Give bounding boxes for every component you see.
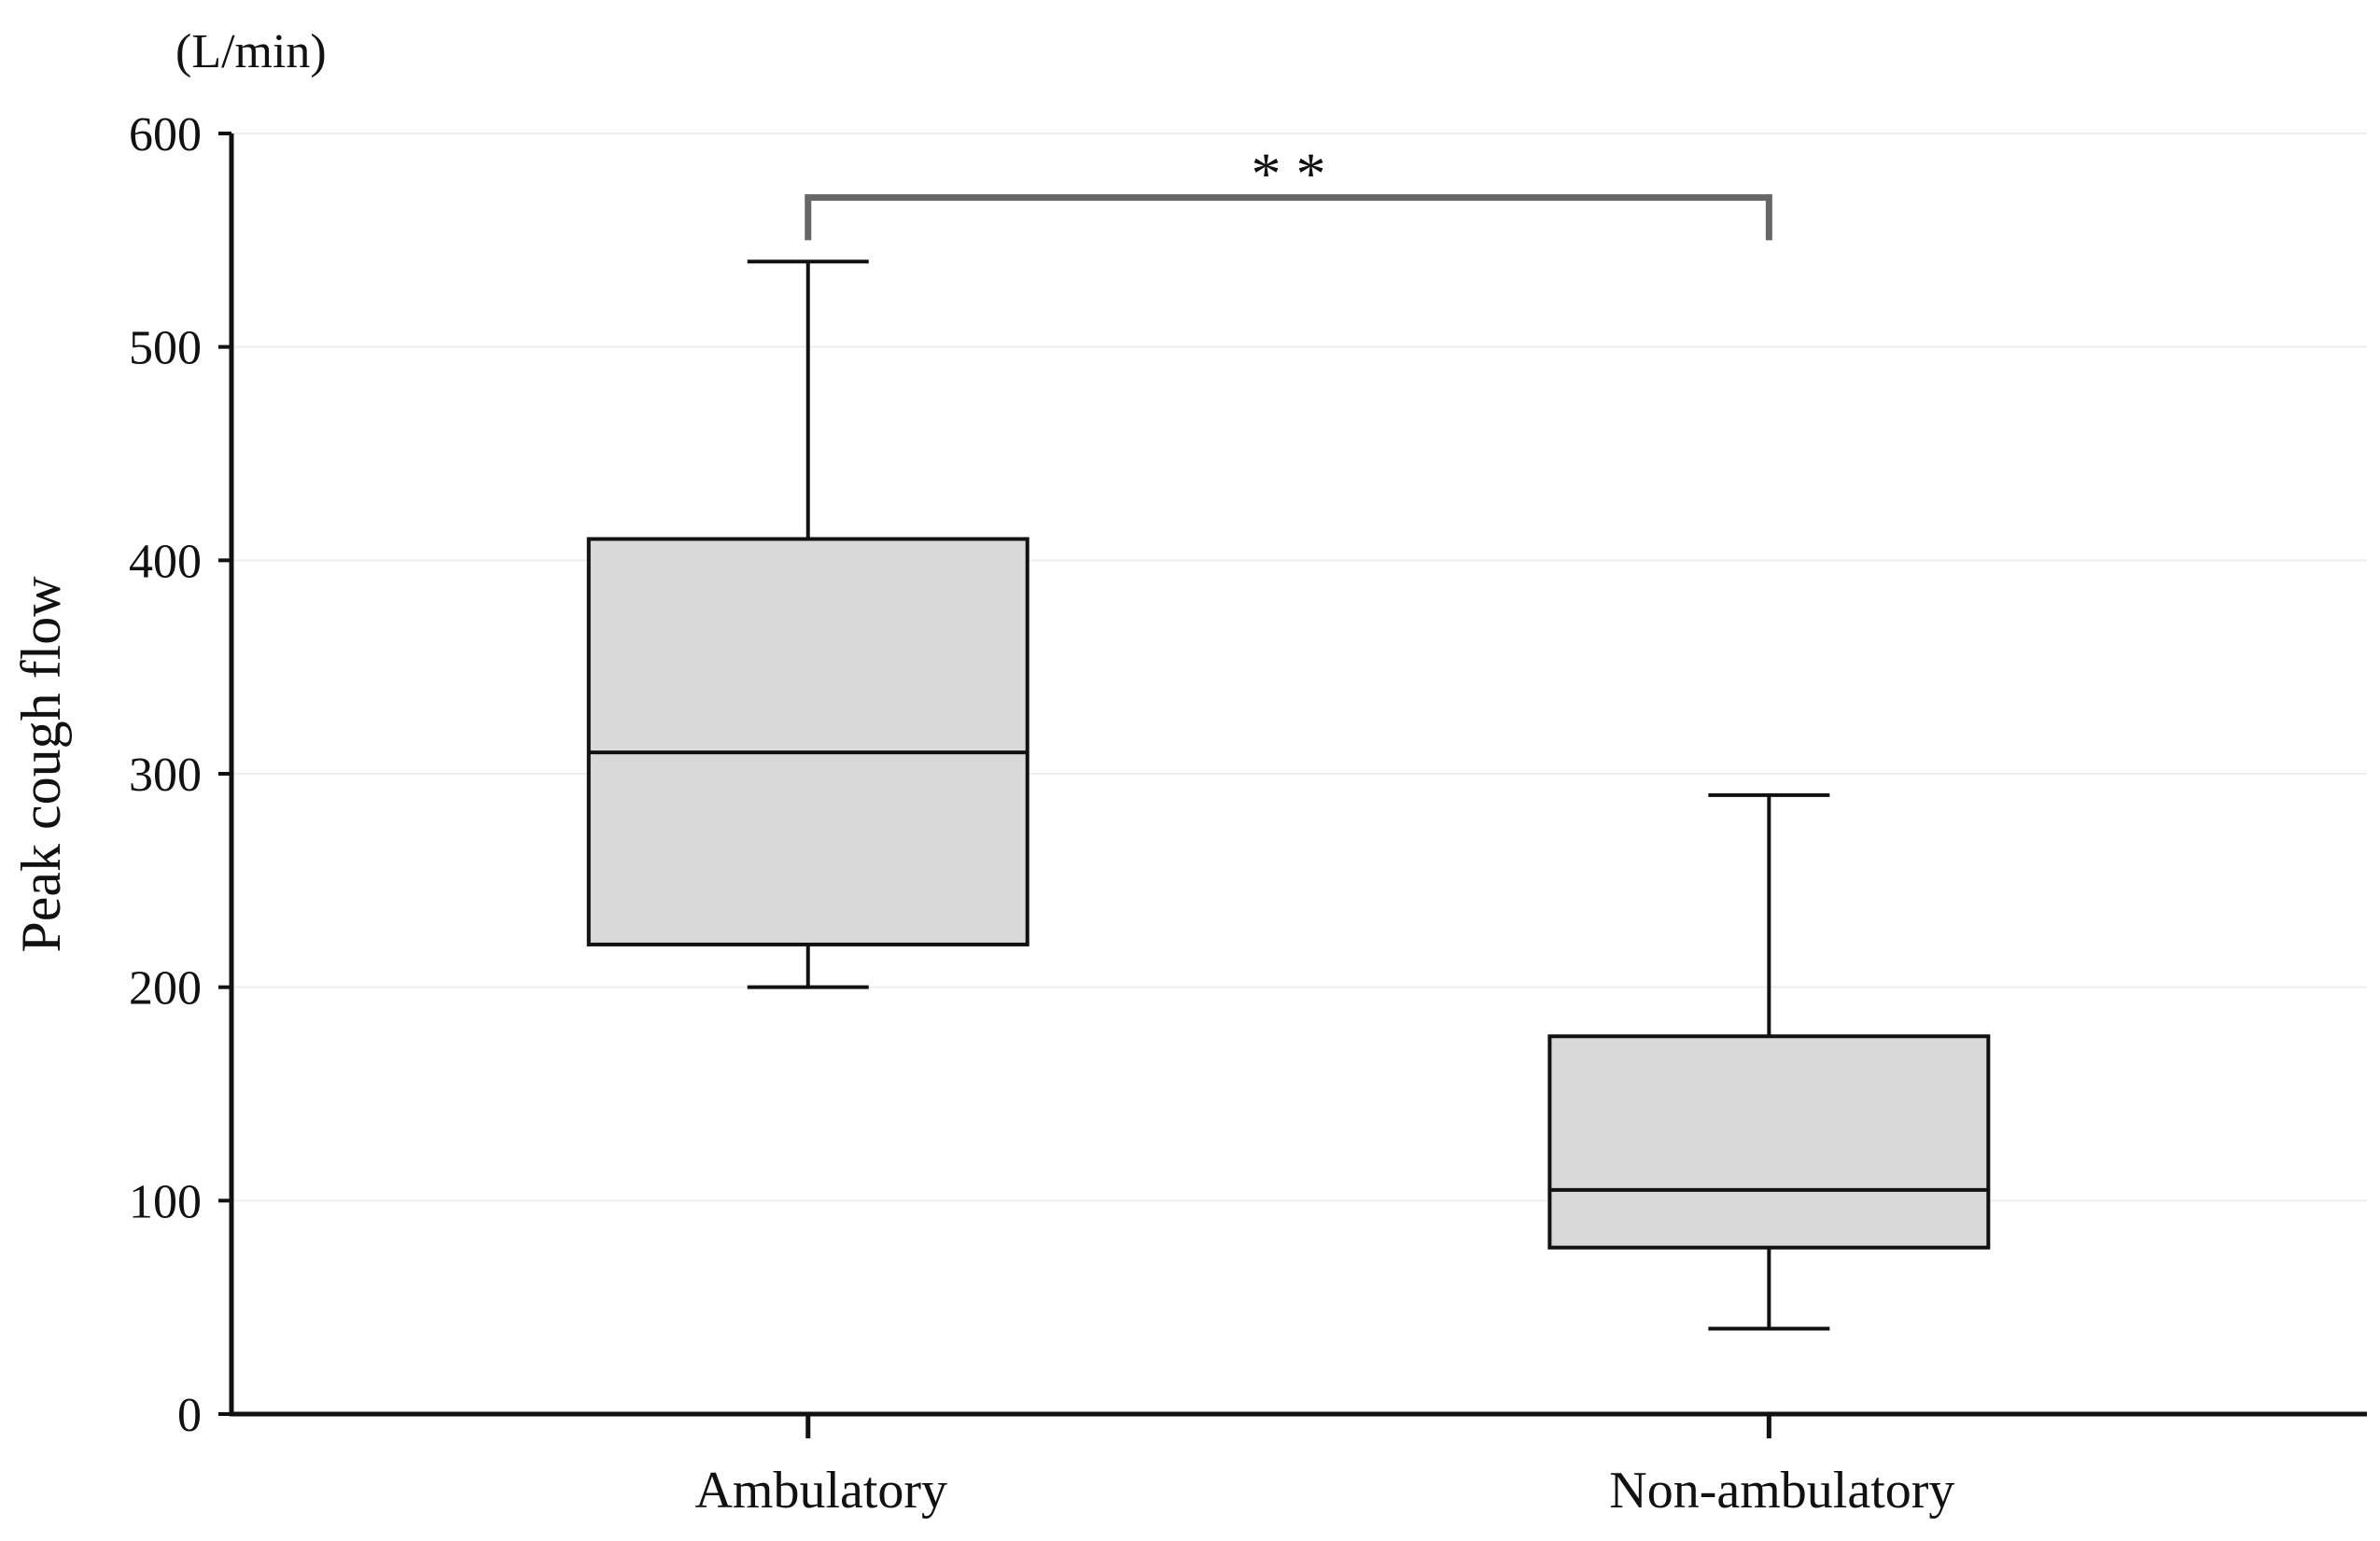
- box-0: [586, 259, 1029, 989]
- iqr-box-0: [586, 537, 1029, 946]
- box-plots: [586, 259, 1991, 1331]
- x-categories: Ambulatory Non-ambulatory: [694, 1414, 1954, 1520]
- y-axis-label: Peak cough flow: [10, 576, 72, 953]
- significance-bracket: [805, 194, 1772, 241]
- y-unit-label: (L/min): [175, 25, 327, 78]
- x-category-label-1: Non-ambulatory: [1609, 1462, 1954, 1520]
- y-tick-label-600: 600: [129, 108, 202, 161]
- y-tick-label-200: 200: [129, 962, 202, 1016]
- significance-label: * *: [1252, 141, 1326, 207]
- x-category-label-0: Ambulatory: [694, 1462, 947, 1520]
- iqr-box-1: [1547, 1034, 1991, 1250]
- y-tick-label-100: 100: [129, 1175, 202, 1228]
- y-tick-label-0: 0: [177, 1389, 202, 1442]
- grid-lines: [231, 133, 2367, 1202]
- box-1: [1547, 792, 1991, 1331]
- significance: * *: [805, 141, 1772, 241]
- y-ticks: 0 100 200 300 400 500 600: [129, 108, 231, 1442]
- y-tick-label-500: 500: [129, 322, 202, 375]
- y-tick-label-400: 400: [129, 535, 202, 588]
- y-tick-label-300: 300: [129, 749, 202, 802]
